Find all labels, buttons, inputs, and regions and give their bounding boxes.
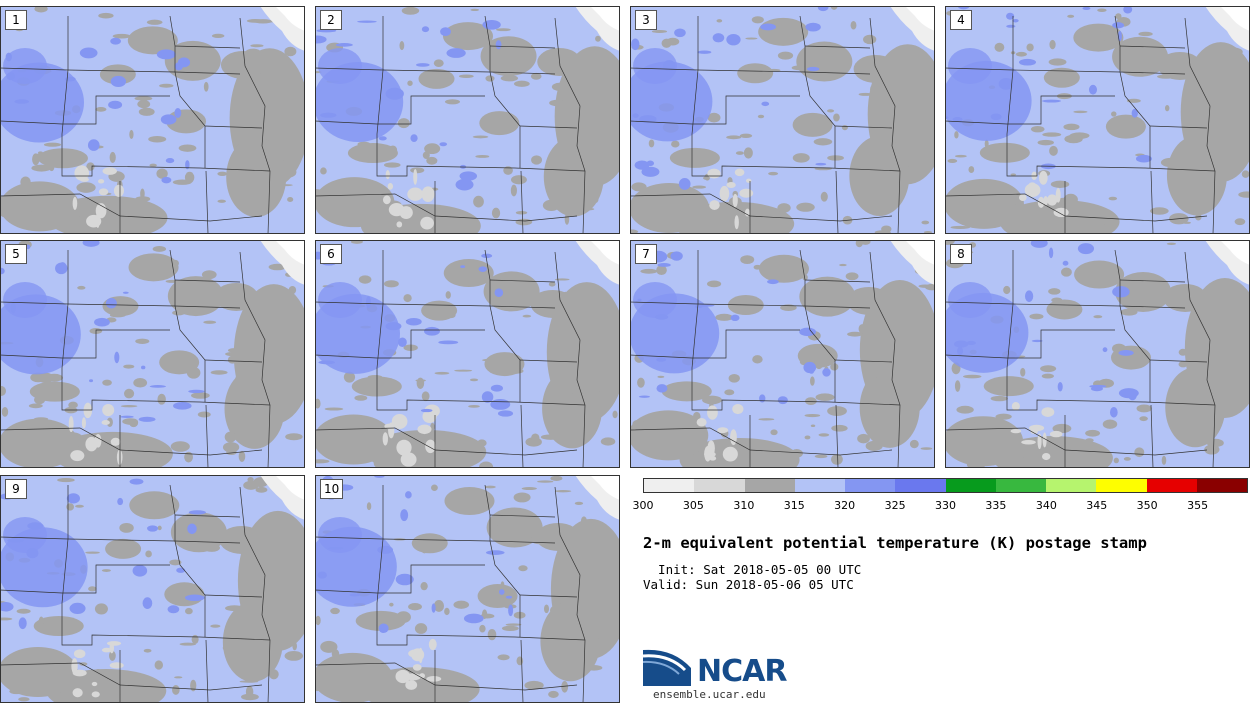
- colorbar: [643, 478, 1248, 493]
- member-number-label: 3: [635, 10, 657, 30]
- colorbar-bin-5: [845, 479, 896, 492]
- colorbar-bin-2: [694, 479, 745, 492]
- member-number-label: 10: [320, 479, 344, 499]
- member-panel-4: 4: [945, 6, 1250, 234]
- member-number-label: 6: [320, 244, 342, 264]
- member-number-label: 5: [5, 244, 27, 264]
- valid-time: Valid: Sun 2018-05-06 05 UTC: [643, 577, 854, 592]
- colorbar-bin-12: [1196, 479, 1247, 492]
- colorbar-bin-6: [895, 479, 946, 492]
- colorbar-bin-1: [644, 479, 695, 492]
- colorbar-bin-9: [1046, 479, 1097, 492]
- colorbar-tick-label: 355: [1187, 499, 1209, 512]
- colorbar-tick-label: 305: [682, 499, 704, 512]
- colorbar-bin-7: [945, 479, 996, 492]
- member-map: [0, 240, 305, 468]
- colorbar-tick-label: 315: [783, 499, 805, 512]
- colorbar-bin-8: [995, 479, 1046, 492]
- member-panel-5: 5: [0, 240, 305, 468]
- colorbar-bin-11: [1146, 479, 1197, 492]
- member-map: [630, 240, 935, 468]
- member-number-label: 8: [950, 244, 972, 264]
- member-number-label: 2: [320, 10, 342, 30]
- member-map: [0, 6, 305, 234]
- colorbar-tick-label: 345: [1086, 499, 1108, 512]
- colorbar-tick-label: 310: [733, 499, 755, 512]
- member-panel-3: 3: [630, 6, 935, 234]
- member-panel-7: 7: [630, 240, 935, 468]
- colorbar-tick-label: 330: [935, 499, 956, 512]
- member-number-label: 7: [635, 244, 657, 264]
- logo-text: NCAR: [697, 654, 787, 689]
- colorbar-bin-10: [1096, 479, 1147, 492]
- member-number-label: 9: [5, 479, 27, 499]
- colorbar-tick-label: 300: [632, 499, 654, 512]
- member-panel-1: 1: [0, 6, 305, 234]
- colorbar-tick-label: 325: [884, 499, 906, 512]
- member-map: [630, 6, 935, 234]
- member-number-label: 1: [5, 10, 27, 30]
- member-panel-6: 6: [315, 240, 620, 468]
- ncar-logo-icon: [643, 649, 691, 686]
- init-time: Init: Sat 2018-05-05 00 UTC: [643, 562, 862, 577]
- member-panel-10: 10: [315, 475, 620, 703]
- colorbar-tick-label: 320: [834, 499, 856, 512]
- colorbar-tick-label: 350: [1136, 499, 1158, 512]
- member-number-label: 4: [950, 10, 972, 30]
- plot-title: 2-m equivalent potential temperature (K)…: [643, 534, 1147, 552]
- colorbar-bin-4: [794, 479, 845, 492]
- member-map: [945, 6, 1250, 234]
- member-panel-2: 2: [315, 6, 620, 234]
- member-map: [315, 240, 620, 468]
- member-map: [945, 240, 1250, 468]
- member-map: [0, 475, 305, 703]
- member-panel-8: 8: [945, 240, 1250, 468]
- member-panel-9: 9: [0, 475, 305, 703]
- colorbar-bin-3: [744, 479, 795, 492]
- colorbar-tick-label: 340: [1035, 499, 1057, 512]
- member-map: [315, 6, 620, 234]
- logo-url: ensemble.ucar.edu: [653, 688, 766, 701]
- colorbar-tick-label: 335: [985, 499, 1007, 512]
- member-map: [315, 475, 620, 703]
